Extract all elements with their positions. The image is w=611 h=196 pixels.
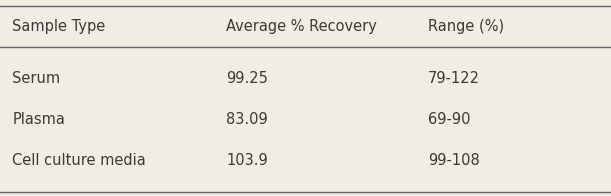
Text: Sample Type: Sample Type [12, 19, 106, 34]
Text: 79-122: 79-122 [428, 71, 480, 86]
Text: 69-90: 69-90 [428, 112, 470, 127]
Text: Plasma: Plasma [12, 112, 65, 127]
Text: Cell culture media: Cell culture media [12, 153, 146, 168]
Text: 99.25: 99.25 [226, 71, 268, 86]
Text: Serum: Serum [12, 71, 60, 86]
Text: 103.9: 103.9 [226, 153, 268, 168]
Text: 83.09: 83.09 [226, 112, 268, 127]
Text: Range (%): Range (%) [428, 19, 504, 34]
Text: 99-108: 99-108 [428, 153, 480, 168]
Text: Average % Recovery: Average % Recovery [226, 19, 377, 34]
